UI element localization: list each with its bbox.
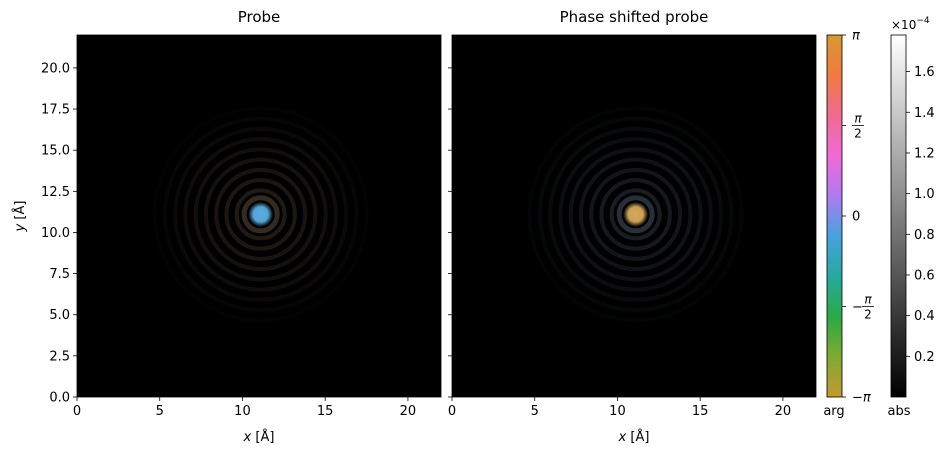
probe-y-tick-label: 7.5 xyxy=(49,267,70,282)
probe-x-ticks: 0 5 10 15 20 xyxy=(73,397,416,419)
abs-colorbar-tick-label: 1.2 xyxy=(914,146,935,161)
phase-shifted-x-ticks: 0 5 10 15 20 xyxy=(448,397,791,419)
abs-multiplier-base: ×10 xyxy=(891,18,916,32)
abs-multiplier-exponent: −4 xyxy=(916,16,930,26)
phase-shifted-frame xyxy=(451,34,817,398)
abs-colorbar-tick-label: 0.6 xyxy=(914,268,935,283)
probe-x-var: x xyxy=(243,430,252,445)
probe-frame xyxy=(76,34,442,398)
phase-shifted-x-var: x xyxy=(618,430,627,445)
abs-colorbar-multiplier: ×10−4 xyxy=(891,16,930,32)
phase-shifted-x-tick-label: 0 xyxy=(448,404,456,419)
phase-shifted-core xyxy=(623,201,649,227)
phase-colorbar-tick-numerator: π xyxy=(864,293,872,307)
probe-inner-ring xyxy=(241,195,280,234)
phase-colorbar-gradient xyxy=(826,34,843,398)
phase-shifted-panel: Phase shifted probe 0 5 10 15 20 x [Å] xyxy=(448,8,817,445)
probe-ring xyxy=(183,137,338,292)
probe-y-unit: [Å] xyxy=(12,201,28,220)
abs-colorbar-gradient xyxy=(890,34,907,398)
probe-x-axis-label: x [Å] xyxy=(243,429,275,445)
phase-colorbar-label: arg xyxy=(823,404,844,419)
phase-shifted-ring xyxy=(589,167,683,261)
phase-shifted-rings xyxy=(527,106,744,323)
probe-title: Probe xyxy=(238,8,281,26)
probe-y-axis-label: y [Å] xyxy=(12,201,28,233)
probe-y-tick-label: 20.0 xyxy=(41,61,70,76)
phase-shifted-inner-ring xyxy=(616,195,655,234)
abs-colorbar-tick-label: 1.6 xyxy=(914,65,935,80)
phase-shifted-x-tick-label: 20 xyxy=(775,404,792,419)
probe-y-tick-label: 17.5 xyxy=(41,103,70,118)
phase-shifted-x-axis-label: x [Å] xyxy=(618,429,650,445)
abs-colorbar-tick-label: 1.4 xyxy=(914,106,935,121)
abs-colorbar-label: abs xyxy=(888,404,911,419)
phase-shifted-x-tick-label: 10 xyxy=(609,404,626,419)
probe-y-tick-label: 10.0 xyxy=(41,226,70,241)
phase-shifted-ring xyxy=(558,137,713,292)
probe-panel: Probe 0 5 10 15 20 0.0 2.5 5.0 7.5 10.0 12.5 15.0 1… xyxy=(12,8,442,445)
phase-shifted-title: Phase shifted probe xyxy=(560,8,709,26)
probe-core xyxy=(248,201,274,227)
probe-ring xyxy=(173,126,349,302)
abs-colorbar-ticks: 0.2 0.4 0.6 0.8 1.0 1.2 1.4 1.6 xyxy=(906,65,935,365)
probe-y-var: y xyxy=(13,223,28,232)
probe-x-unit: [Å] xyxy=(255,429,274,445)
abs-colorbar-tick-label: 0.4 xyxy=(914,309,935,324)
phase-shifted-ring xyxy=(537,116,734,313)
probe-y-tick-label: 15.0 xyxy=(41,144,70,159)
probe-x-tick-label: 15 xyxy=(317,404,334,419)
probe-y-tick-label: 12.5 xyxy=(41,185,70,200)
phase-colorbar-tick-label: 0 xyxy=(852,210,860,225)
probe-x-tick-label: 20 xyxy=(400,404,417,419)
probe-x-tick-label: 5 xyxy=(156,404,164,419)
probe-y-tick-label: 5.0 xyxy=(49,308,70,323)
probe-x-tick-label: 0 xyxy=(73,404,81,419)
phase-shifted-x-tick-label: 15 xyxy=(692,404,709,419)
phase-colorbar-tick-numerator: π xyxy=(854,111,862,125)
phase-shifted-x-unit: [Å] xyxy=(630,429,649,445)
probe-ring xyxy=(152,106,369,323)
probe-y-ticks: 0.0 2.5 5.0 7.5 10.0 12.5 15.0 17.5 20.0 xyxy=(41,61,77,406)
phase-shifted-ring xyxy=(548,126,724,302)
phase-shifted-ring xyxy=(599,178,672,251)
phase-shifted-ring xyxy=(609,188,662,241)
abs-colorbar-tick-label: 0.8 xyxy=(914,228,935,243)
phase-colorbar-tick-denominator: 2 xyxy=(864,308,872,322)
phase-colorbar-tick-label: π xyxy=(852,29,860,44)
abs-colorbar-tick-label: 0.2 xyxy=(914,350,935,365)
probe-ring xyxy=(234,188,287,241)
phase-shifted-y-ticks xyxy=(448,67,452,398)
phase-colorbar-tick-label: −π xyxy=(852,391,871,406)
probe-ring xyxy=(193,147,328,282)
abs-colorbar: 0.2 0.4 0.6 0.8 1.0 1.2 1.4 1.6 ×10−4 abs xyxy=(888,16,935,419)
probe-y-tick-label: 0.0 xyxy=(49,391,70,406)
probe-rings xyxy=(152,106,369,323)
phase-shifted-ring xyxy=(578,157,693,272)
probe-ring xyxy=(162,116,359,313)
phase-colorbar-tick-sign: − xyxy=(852,300,863,315)
probe-y-tick-label: 2.5 xyxy=(49,349,70,364)
probe-ring xyxy=(224,178,297,251)
probe-x-tick-label: 10 xyxy=(234,404,251,419)
probe-ring xyxy=(203,157,318,272)
phase-colorbar-tick-denominator: 2 xyxy=(854,126,862,140)
abs-colorbar-tick-label: 1.0 xyxy=(914,187,935,202)
phase-shifted-ring xyxy=(568,147,703,282)
probe-ring xyxy=(214,167,308,261)
phase-shifted-x-tick-label: 5 xyxy=(531,404,539,419)
phase-shifted-ring xyxy=(527,106,744,323)
